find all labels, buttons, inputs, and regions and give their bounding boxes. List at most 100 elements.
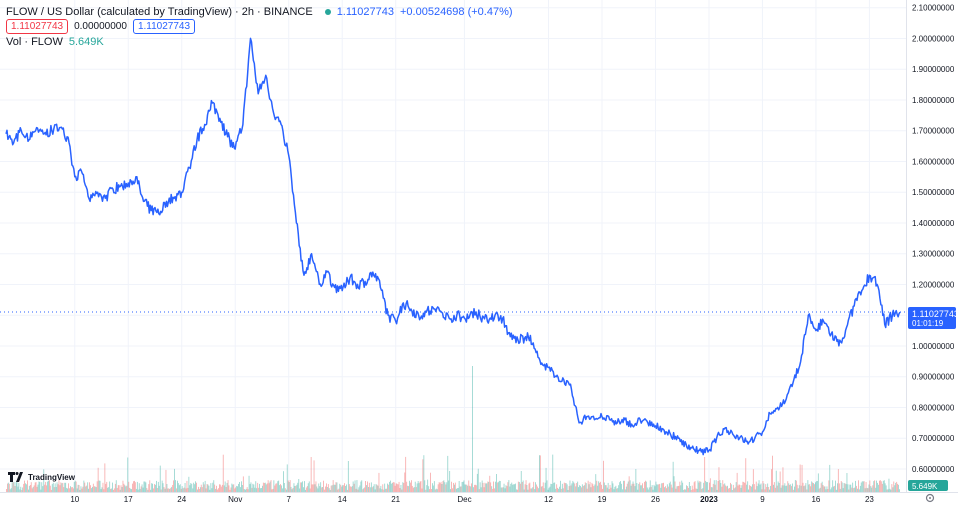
volume-bar [10,488,12,492]
volume-bar [53,487,55,492]
volume-bar [166,484,168,492]
volume-bar [148,484,150,492]
volume-bar [233,484,235,492]
volume-bar [88,488,89,492]
ohlc-right-box[interactable]: 1.11027743 [132,19,196,34]
volume-bar [334,484,336,492]
price-axis[interactable]: 2.10000000 2.00000000 1.90000000 1.80000000… [912,4,955,474]
volume-bar [718,467,720,492]
volume-bar [140,486,142,492]
volume-bar [785,485,787,492]
volume-bar [160,489,162,492]
volume-bar [420,481,422,492]
price-badge-value: 1.11027743 [912,309,958,319]
price-badge-countdown: 01:01:19 [912,319,944,328]
volume-bar [507,482,509,492]
volume-bar [229,489,231,492]
volume-bar [665,486,666,492]
settings-gear-icon[interactable] [925,493,935,503]
volume-bar [227,480,229,492]
volume-bar [861,481,863,492]
volume-bar [318,483,320,492]
volume-bar [325,486,326,492]
volume-bar [123,483,125,492]
volume-bar [601,484,602,492]
volume-bar [268,483,270,492]
volume-bar [80,486,82,492]
volume-bar [69,488,70,492]
volume-bar [644,481,645,492]
volume-bar [577,481,579,492]
volume-bar [26,484,27,492]
volume-bar [139,488,141,492]
volume-bar [241,485,243,492]
x-tick-label: 2023 [700,495,718,504]
volume-bar [502,487,504,492]
volume-bar [241,481,242,492]
tradingview-logo[interactable]: TradingView [8,472,75,482]
volume-bar [101,487,103,492]
volume-bar [853,488,855,492]
volume-bar [28,489,29,492]
volume-bar [193,482,195,492]
volume-bar [567,490,569,492]
volume-bar [767,483,769,492]
volume-bar [179,484,181,492]
volume-bar [656,484,658,492]
volume-bar [208,485,210,492]
volume-bar [380,485,382,492]
volume-bar [469,485,471,492]
volume-bar [883,480,885,492]
time-axis[interactable]: 10 17 24 Nov 7 14 21 Dec 12 19 26 2023 9 16 23 [70,495,874,504]
volume-bar [789,484,791,492]
volume-bar [130,488,132,492]
volume-bar [226,482,228,492]
volume-bar [438,482,440,492]
volume-bar [491,486,493,492]
volume-bar [216,485,217,492]
volume-bar [624,489,626,492]
volume-bar [603,460,604,492]
volume-bar [580,485,581,492]
volume-bar [583,485,585,492]
volume-bar [49,485,51,492]
volume-bar [117,485,119,492]
volume-bar [895,482,897,492]
volume-bar [351,486,353,492]
volume-bar [771,469,772,492]
volume-bar [65,482,67,492]
volume-bar [315,481,317,492]
volume-bar [585,483,587,492]
volume-bar [837,483,838,492]
volume-bar [814,484,815,492]
volume-bar [15,482,17,492]
volume-bar [85,486,87,492]
volume-bar [654,486,656,492]
volume-bar [174,468,175,492]
volume-bar [634,486,636,492]
volume-bar [573,482,575,492]
volume-bar [450,489,451,492]
volume-bar [877,482,878,492]
volume-bar [611,481,613,492]
volume-bar [245,488,247,492]
volume-bar [698,482,700,492]
volume-bar [282,488,283,492]
volume-bar [346,484,347,492]
volume-bar [184,483,186,492]
volume-bar [290,486,292,492]
volume-bar [374,489,376,492]
volume-bar [885,485,887,492]
volume-bar [622,489,623,492]
volume-bar [825,489,827,492]
symbol-title[interactable]: FLOW / US Dollar (calculated by TradingV… [6,5,313,18]
volume-bar [335,482,337,492]
volume-bar [700,481,702,492]
volume-bar [323,480,324,492]
volume-bar [118,485,120,492]
volume-bar [195,481,196,492]
ohlc-left-box[interactable]: 1.11027743 [6,19,69,34]
volume-bar [305,489,306,492]
volume-bar [776,485,778,492]
